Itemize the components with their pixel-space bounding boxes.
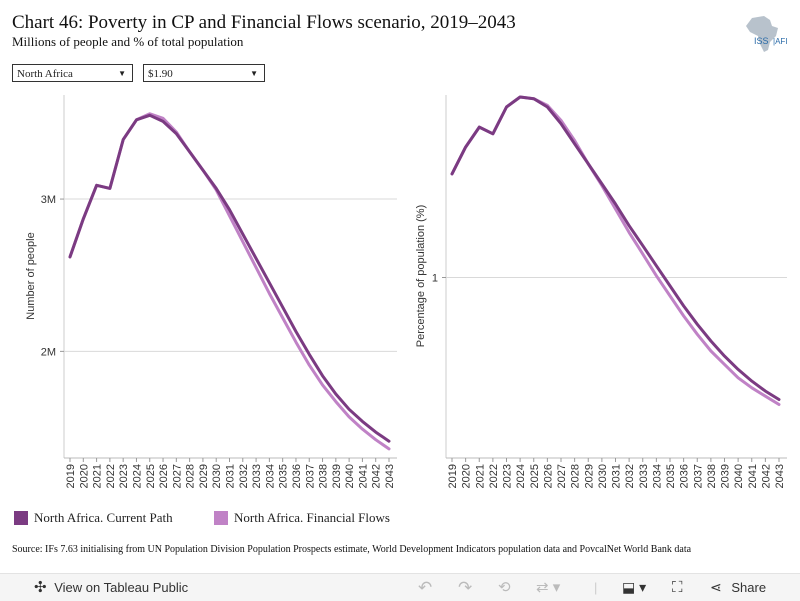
iss-afi-logo[interactable]: ISS |AFI — [740, 14, 792, 54]
x-tick-label: 2030 — [211, 464, 223, 488]
x-tick-label: 2030 — [597, 464, 609, 488]
x-tick-label: 2043 — [384, 464, 396, 488]
x-tick-label: 2029 — [583, 464, 595, 488]
x-tick-label: 2036 — [291, 464, 303, 488]
legend-current-path[interactable]: North Africa. Current Path — [14, 510, 173, 526]
x-tick-label: 2035 — [665, 464, 677, 488]
chart-title: Chart 46: Poverty in CP and Financial Fl… — [12, 12, 516, 33]
x-tick-label: 2024 — [131, 464, 143, 488]
poverty-line-select-value: $1.90 — [148, 68, 173, 80]
series-line-current-path — [68, 113, 391, 443]
x-tick-label: 2026 — [542, 464, 554, 488]
share-label: Share — [731, 580, 767, 595]
x-tick-label: 2021 — [92, 464, 104, 488]
legend-financial-flows[interactable]: North Africa. Financial Flows — [214, 510, 390, 526]
x-tick-label: 2033 — [251, 464, 263, 488]
source-note: Source: IFs 7.63 initialising from UN Po… — [12, 544, 692, 555]
x-tick-label: 2027 — [556, 464, 568, 488]
share-button[interactable]: ⋖ Share — [710, 574, 766, 601]
x-tick-label: 2025 — [145, 464, 157, 488]
x-tick-label: 2028 — [185, 464, 197, 488]
x-tick-label: 2038 — [318, 464, 330, 488]
x-tick-label: 2042 — [760, 464, 772, 488]
redo-icon[interactable]: ↷ — [458, 578, 473, 597]
x-tick-label: 2023 — [118, 464, 130, 488]
x-tick-label: 2040 — [344, 464, 356, 488]
view-on-tableau-button[interactable]: ✣ View on Tableau Public — [34, 574, 188, 601]
x-tick-label: 2031 — [225, 464, 237, 488]
x-tick-label: 2043 — [774, 464, 786, 488]
x-tick-label: 2040 — [733, 464, 745, 488]
svg-text:ISS: ISS — [754, 36, 769, 46]
toolbar-divider: | — [594, 580, 598, 595]
y-axis-title: Number of people — [25, 232, 37, 319]
x-tick-label: 2039 — [331, 464, 343, 488]
x-tick-label: 2036 — [679, 464, 691, 488]
x-tick-label: 2035 — [278, 464, 290, 488]
legend-label-financial-flows: North Africa. Financial Flows — [234, 510, 390, 525]
x-tick-label: 2039 — [720, 464, 732, 488]
y-tick-label: 2M — [41, 346, 56, 358]
x-tick-label: 2022 — [105, 464, 117, 488]
x-tick-label: 2041 — [747, 464, 759, 488]
x-tick-label: 2025 — [529, 464, 541, 488]
y-tick-label: 1 — [432, 273, 438, 285]
legend-swatch-financial-flows — [214, 511, 228, 525]
chart-subtitle: Millions of people and % of total popula… — [12, 34, 244, 49]
svg-text:|AFI: |AFI — [773, 37, 788, 46]
y-axis-title: Percentage of population (%) — [415, 205, 427, 347]
region-select[interactable]: North Africa ▼ — [12, 64, 133, 82]
x-tick-label: 2033 — [638, 464, 650, 488]
x-tick-label: 2027 — [171, 464, 183, 488]
x-tick-label: 2031 — [611, 464, 623, 488]
africa-map-icon — [746, 16, 778, 52]
x-tick-label: 2032 — [238, 464, 250, 488]
y-tick-label: 3M — [41, 194, 56, 206]
x-tick-label: 2041 — [357, 464, 369, 488]
x-tick-label: 2022 — [488, 464, 500, 488]
x-tick-label: 2019 — [65, 464, 77, 488]
x-tick-label: 2034 — [651, 464, 663, 488]
legend-swatch-current-path — [14, 511, 28, 525]
x-tick-label: 2019 — [447, 464, 459, 488]
fullscreen-icon[interactable]: ⛶ — [672, 579, 683, 596]
x-tick-label: 2020 — [461, 464, 473, 488]
poverty-line-select[interactable]: $1.90 ▼ — [143, 64, 265, 82]
x-tick-label: 2028 — [570, 464, 582, 488]
refresh-icon[interactable]: ⇄ ▾ — [536, 579, 561, 596]
tableau-toolbar: ✣ View on Tableau Public ↶ ↷ ⟲ ⇄ ▾ | ⬓ ▾… — [0, 573, 800, 601]
x-tick-label: 2024 — [515, 464, 527, 488]
revert-icon[interactable]: ⟲ — [498, 579, 511, 596]
x-tick-label: 2023 — [502, 464, 514, 488]
x-tick-label: 2037 — [692, 464, 704, 488]
series-line-current-path — [450, 95, 781, 401]
x-tick-label: 2032 — [624, 464, 636, 488]
download-icon[interactable]: ⬓ ▾ — [622, 579, 647, 595]
chevron-down-icon: ▼ — [118, 69, 126, 78]
legend-label-current-path: North Africa. Current Path — [34, 510, 173, 525]
x-tick-label: 2038 — [706, 464, 718, 488]
view-on-tableau-label: View on Tableau Public — [54, 580, 189, 595]
x-tick-label: 2037 — [304, 464, 316, 488]
x-tick-label: 2020 — [78, 464, 90, 488]
x-tick-label: 2029 — [198, 464, 210, 488]
x-tick-label: 2034 — [264, 464, 276, 488]
x-tick-label: 2026 — [158, 464, 170, 488]
tableau-icon: ✣ — [34, 579, 47, 596]
x-tick-label: 2042 — [371, 464, 383, 488]
x-tick-label: 2021 — [474, 464, 486, 488]
share-icon: ⋖ — [710, 579, 722, 595]
chevron-down-icon: ▼ — [250, 69, 258, 78]
region-select-value: North Africa — [17, 68, 73, 80]
series-line-financial-flows — [450, 95, 781, 406]
undo-icon[interactable]: ↶ — [418, 578, 433, 597]
